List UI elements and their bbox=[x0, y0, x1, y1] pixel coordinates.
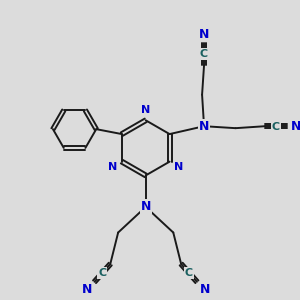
Text: N: N bbox=[140, 200, 151, 213]
Text: C: C bbox=[98, 268, 106, 278]
Text: N: N bbox=[141, 105, 150, 115]
Text: N: N bbox=[200, 283, 210, 296]
Text: N: N bbox=[82, 283, 92, 296]
Text: N: N bbox=[108, 162, 117, 172]
Text: N: N bbox=[174, 162, 183, 172]
Text: N: N bbox=[199, 120, 209, 133]
Text: C: C bbox=[185, 268, 193, 278]
Text: N: N bbox=[290, 120, 300, 133]
Text: C: C bbox=[272, 122, 280, 132]
Text: N: N bbox=[199, 28, 209, 41]
Text: C: C bbox=[199, 49, 207, 59]
